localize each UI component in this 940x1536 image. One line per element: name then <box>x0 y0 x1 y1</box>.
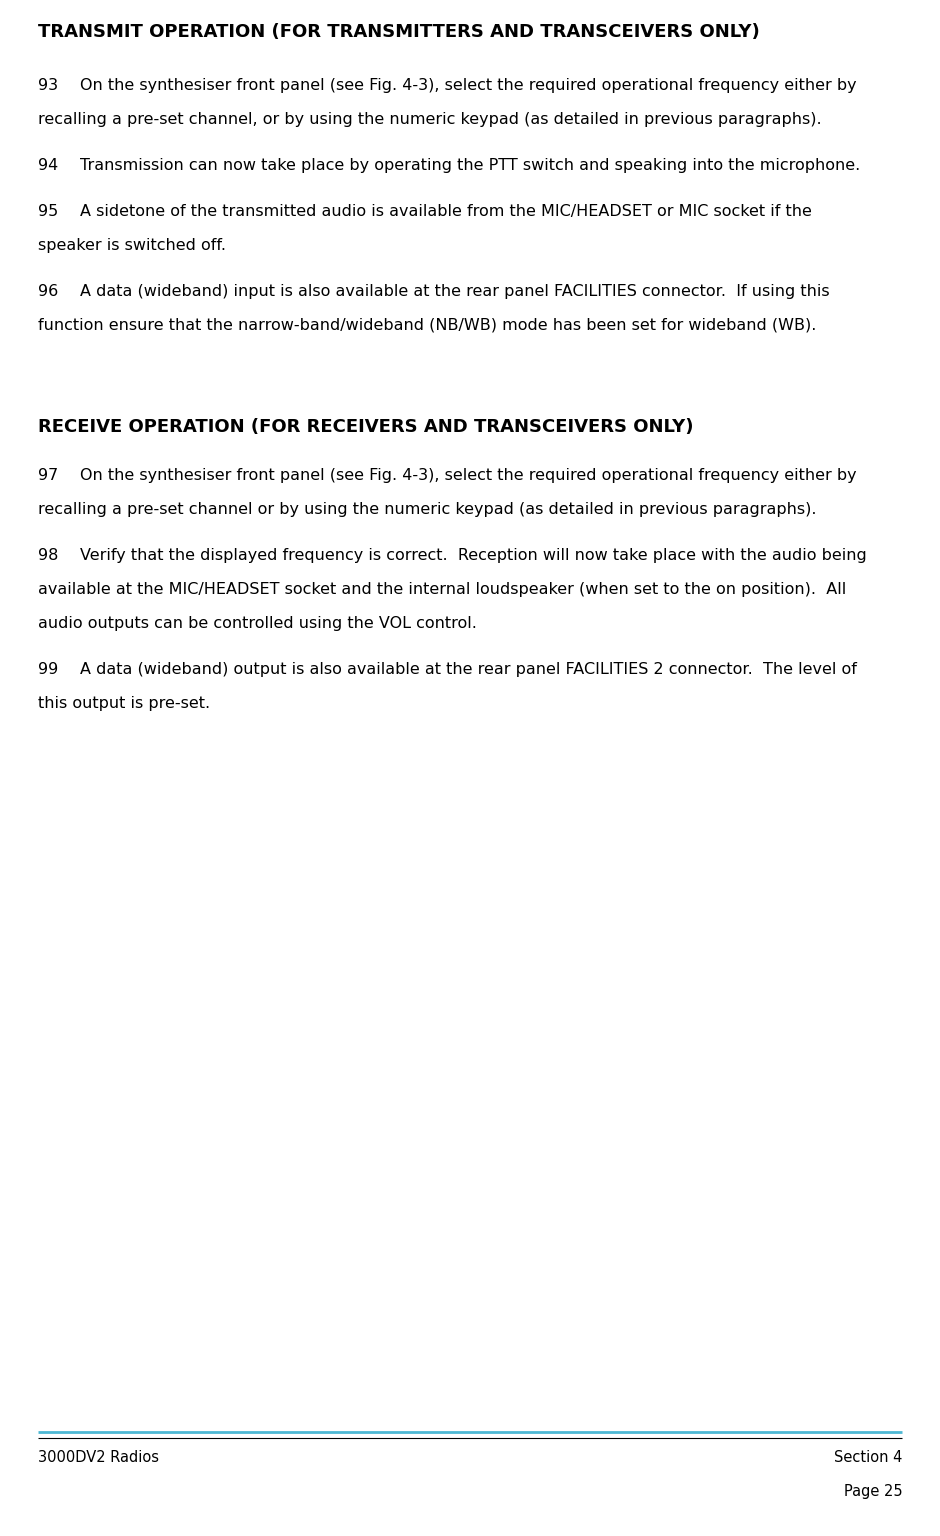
Text: On the synthesiser front panel (see Fig. 4-3), select the required operational f: On the synthesiser front panel (see Fig.… <box>80 78 856 94</box>
Text: recalling a pre-set channel, or by using the numeric keypad (as detailed in prev: recalling a pre-set channel, or by using… <box>38 112 822 127</box>
Text: 99: 99 <box>38 662 58 677</box>
Text: 3000DV2 Radios: 3000DV2 Radios <box>38 1450 159 1465</box>
Text: A data (wideband) output is also available at the rear panel FACILITIES 2 connec: A data (wideband) output is also availab… <box>80 662 856 677</box>
Text: 98: 98 <box>38 548 58 564</box>
Text: recalling a pre-set channel or by using the numeric keypad (as detailed in previ: recalling a pre-set channel or by using … <box>38 502 816 518</box>
Text: 96: 96 <box>38 284 58 300</box>
Text: audio outputs can be controlled using the VOL control.: audio outputs can be controlled using th… <box>38 616 477 631</box>
Text: RECEIVE OPERATION (FOR RECEIVERS AND TRANSCEIVERS ONLY): RECEIVE OPERATION (FOR RECEIVERS AND TRA… <box>38 418 693 436</box>
Text: On the synthesiser front panel (see Fig. 4-3), select the required operational f: On the synthesiser front panel (see Fig.… <box>80 468 856 484</box>
Text: 95: 95 <box>38 204 58 220</box>
Text: speaker is switched off.: speaker is switched off. <box>38 238 226 253</box>
Text: function ensure that the narrow-band/wideband (NB/WB) mode has been set for wide: function ensure that the narrow-band/wid… <box>38 318 816 333</box>
Text: 97: 97 <box>38 468 58 484</box>
Text: TRANSMIT OPERATION (FOR TRANSMITTERS AND TRANSCEIVERS ONLY): TRANSMIT OPERATION (FOR TRANSMITTERS AND… <box>38 23 760 41</box>
Text: Transmission can now take place by operating the PTT switch and speaking into th: Transmission can now take place by opera… <box>80 158 860 174</box>
Text: Verify that the displayed frequency is correct.  Reception will now take place w: Verify that the displayed frequency is c… <box>80 548 867 564</box>
Text: 94: 94 <box>38 158 58 174</box>
Text: A sidetone of the transmitted audio is available from the MIC/HEADSET or MIC soc: A sidetone of the transmitted audio is a… <box>80 204 812 220</box>
Text: Page 25: Page 25 <box>844 1484 902 1499</box>
Text: A data (wideband) input is also available at the rear panel FACILITIES connector: A data (wideband) input is also availabl… <box>80 284 829 300</box>
Text: Section 4: Section 4 <box>834 1450 902 1465</box>
Text: this output is pre-set.: this output is pre-set. <box>38 696 210 711</box>
Text: available at the MIC/HEADSET socket and the internal loudspeaker (when set to th: available at the MIC/HEADSET socket and … <box>38 582 846 598</box>
Text: 93: 93 <box>38 78 57 94</box>
